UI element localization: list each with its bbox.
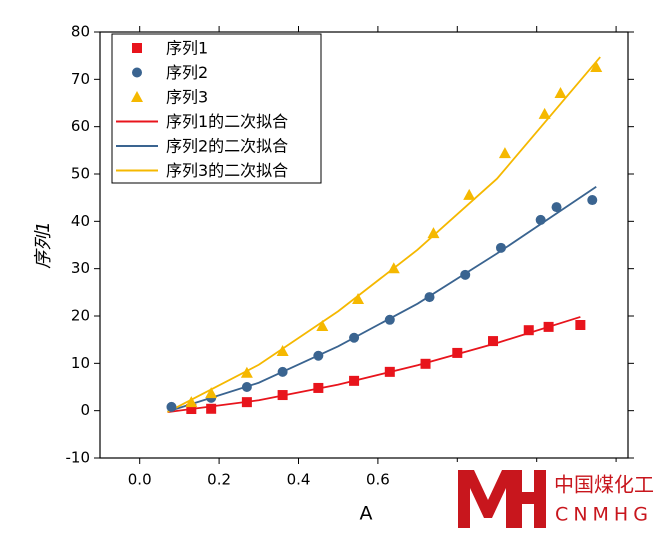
marker [495,242,506,253]
x-tick-label: 0.2 [207,471,231,489]
legend-box [111,33,322,184]
marker [316,319,329,331]
marker [463,188,476,200]
marker [131,91,143,102]
marker [387,262,400,274]
marker [460,269,471,280]
marker [349,332,360,343]
marker [384,314,395,325]
watermark-title: 中国煤化工 [554,473,654,497]
x-axis-label: A [360,503,373,525]
marker [166,401,177,412]
marker [240,366,253,378]
y-tick-label: 20 [71,307,90,325]
marker [535,214,546,225]
y-tick-label: -10 [66,449,91,467]
marker [205,387,218,399]
y-tick-label: 70 [71,70,90,88]
marker [590,61,603,73]
y-tick-label: 40 [71,212,90,230]
marker [488,336,499,347]
marker [427,227,440,239]
y-tick-label: 80 [71,23,90,41]
marker [452,347,463,358]
marker [352,292,365,304]
marker [575,319,586,330]
x-tick-label: 0.0 [128,471,152,489]
marker [132,43,142,53]
marker [277,366,288,377]
legend-label: 序列1的二次拟合 [166,112,288,131]
watermark-subtitle: CNMHG [555,504,653,526]
marker [384,366,395,377]
legend-label: 序列2 [166,63,208,82]
marker [276,345,289,357]
marker [206,403,217,414]
marker [186,404,197,415]
y-tick-label: 60 [71,117,90,135]
marker [241,397,252,408]
marker [551,202,562,213]
legend-label: 序列2的二次拟合 [166,137,288,156]
marker [277,390,288,401]
marker [241,382,252,392]
marker [543,321,554,332]
x-tick-label: 0.6 [366,471,390,489]
y-axis-label: 序列1 [33,221,54,268]
marker [587,195,598,206]
watermark-m [458,470,518,528]
fit-line [167,316,581,413]
marker [313,350,324,361]
marker [523,325,534,336]
legend-label: 序列1 [166,39,208,58]
marker [185,396,198,408]
watermark: 中国煤化工 CNMHG [440,462,661,534]
marker [132,67,142,78]
marker [349,375,360,386]
y-tick-label: 50 [71,165,90,183]
x-tick-label: 0.4 [287,471,311,489]
marker [420,358,431,369]
marker [498,147,511,159]
y-tick-label: 0 [80,401,90,419]
y-tick-label: 30 [71,259,90,277]
plot-frame [99,31,629,459]
watermark-h [510,470,546,528]
y-tick-label: 10 [71,354,90,372]
fit-line [167,56,601,413]
marker [424,292,435,303]
marker [313,382,324,393]
legend-label: 序列3的二次拟合 [166,161,288,180]
marker [554,87,567,99]
marker [538,107,551,119]
legend-label: 序列3 [166,88,208,107]
